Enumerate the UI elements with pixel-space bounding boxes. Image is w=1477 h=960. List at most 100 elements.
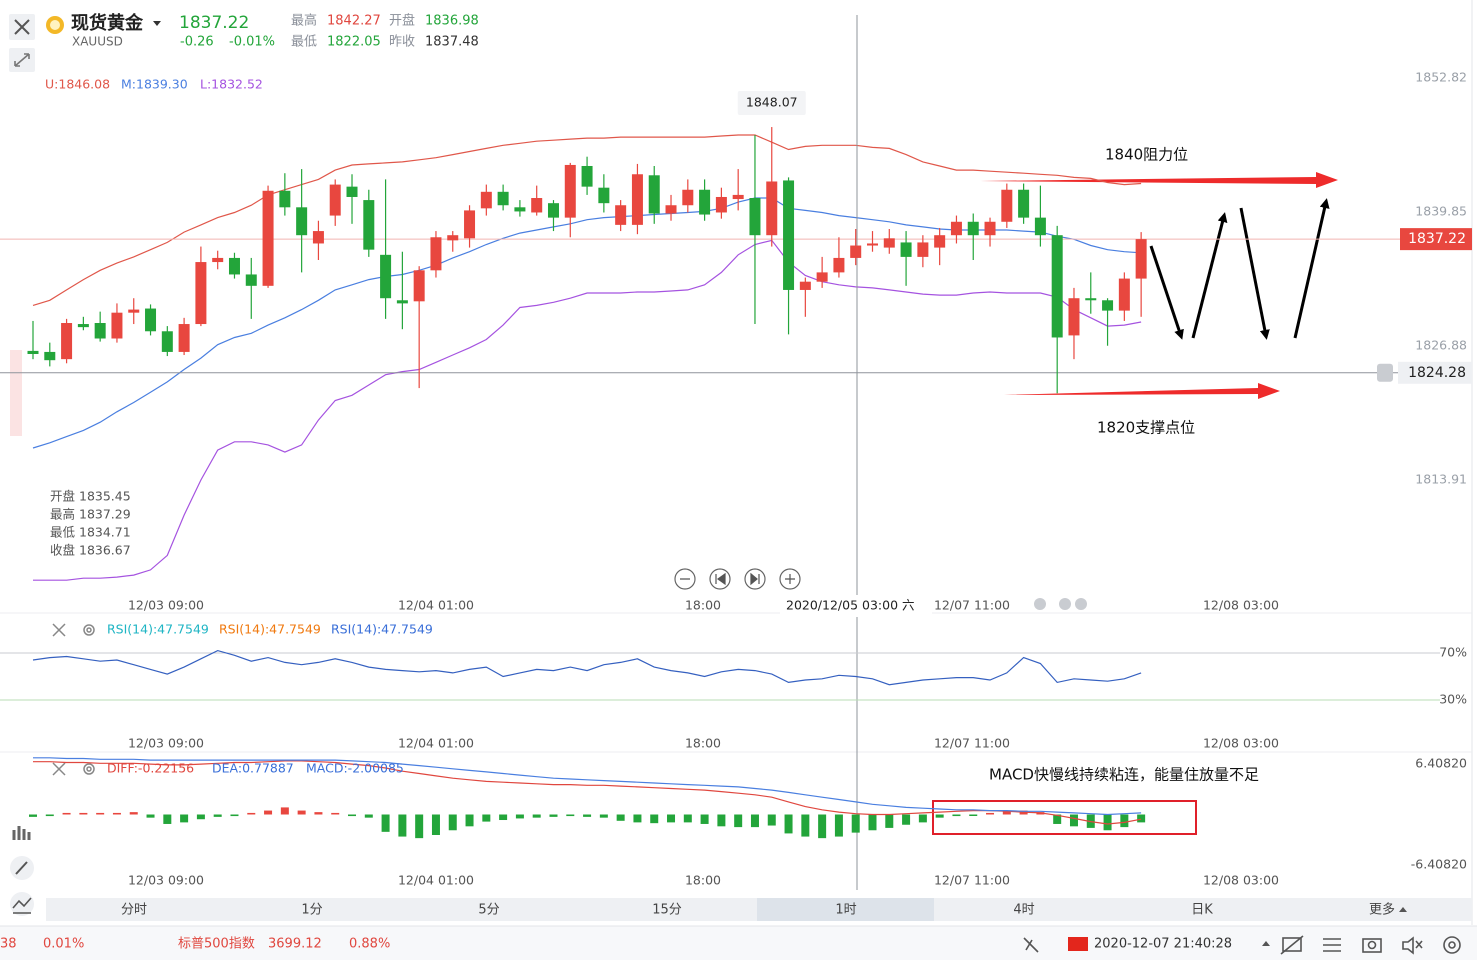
macd-bar — [297, 810, 306, 815]
macd-bar — [1069, 814, 1078, 827]
tab-selected — [757, 898, 934, 921]
candle-body — [950, 221, 962, 236]
candle-body — [480, 191, 492, 209]
panel-icons[interactable] — [52, 623, 95, 776]
candle-body — [934, 235, 946, 248]
diff-line — [33, 760, 1142, 825]
tab[interactable]: 15分 — [652, 903, 682, 918]
macd-label: DEA:0.77887 — [212, 761, 294, 776]
macd-bar — [280, 807, 289, 815]
macd-bar — [734, 814, 743, 828]
macd-bar — [583, 814, 592, 817]
candle-body — [413, 270, 425, 302]
candle-body — [128, 309, 140, 313]
candle-body — [783, 180, 795, 290]
status-icons[interactable] — [1023, 935, 1461, 955]
candle-body — [61, 323, 73, 360]
playback-controls[interactable] — [674, 568, 801, 590]
macd-bar — [935, 814, 944, 818]
collapse-button[interactable] — [9, 48, 35, 72]
macd-tick-label: 6.40820 — [1415, 755, 1467, 770]
x-tick-label: 12/04 01:00 — [398, 736, 474, 751]
info-value: 1835.45 — [79, 489, 131, 504]
boll-label: U:1846.08 — [45, 77, 110, 92]
candle-body — [715, 196, 727, 213]
candle-body — [749, 198, 761, 236]
coin-icon — [46, 16, 64, 34]
value: 1836.98 — [425, 14, 479, 29]
candle-body — [363, 200, 375, 250]
change: -0.26 — [180, 35, 214, 50]
sidebar-tools[interactable] — [10, 826, 34, 916]
clock-arrow[interactable] — [1262, 941, 1270, 946]
boll-label: M:1839.30 — [121, 77, 188, 92]
index-value: 3699.12 — [268, 937, 322, 952]
macd-bar — [314, 812, 323, 815]
rsi-label: RSI(14):47.7549 — [331, 622, 433, 637]
macd-bar — [515, 814, 524, 819]
macd-tick-label: -6.40820 — [1411, 857, 1467, 872]
close-button[interactable] — [9, 14, 35, 40]
candle-body — [195, 262, 207, 325]
macd-bar — [767, 814, 776, 826]
macd-bar — [952, 814, 961, 817]
macd-bar — [851, 814, 860, 833]
macd-bar — [918, 814, 927, 823]
index-pct: 0.88% — [349, 937, 390, 952]
macd-bar — [700, 814, 709, 824]
macd-bar — [180, 814, 189, 823]
info-label: 最高 — [50, 507, 75, 522]
price: 1837.22 — [179, 13, 249, 33]
candle-body — [699, 189, 711, 215]
candle-body — [245, 274, 257, 286]
y-tick-label: 1813.91 — [1415, 471, 1467, 486]
support-arrow — [1004, 383, 1280, 399]
macd-bar — [566, 814, 575, 817]
macd-bar — [801, 814, 810, 837]
label: 最高 — [291, 13, 317, 29]
candle-body — [1068, 298, 1080, 336]
x-tick-label: 12/07 11:00 — [934, 736, 1010, 751]
candle-body — [833, 257, 845, 273]
candle-body — [380, 254, 392, 299]
candle-body — [178, 324, 190, 352]
macd-bar — [969, 814, 978, 817]
candle-body — [312, 231, 324, 244]
tab[interactable]: 4时 — [1013, 903, 1034, 918]
last-price-label: 1837.22 — [1408, 231, 1466, 247]
status-text: 0.01% — [43, 937, 84, 952]
info-label: 最低 — [50, 525, 76, 540]
candle-body — [145, 308, 157, 332]
macd-bar — [264, 810, 273, 815]
tab[interactable]: 分时 — [121, 903, 147, 918]
rsi-label: RSI(14):47.7549 — [107, 622, 209, 637]
macd-bar — [112, 812, 121, 815]
x-tick-label: 12/03 09:00 — [128, 598, 204, 613]
flag-icon — [1068, 937, 1088, 951]
x-tick-label: 12/08 03:00 — [1203, 736, 1279, 751]
candle-body — [94, 323, 106, 339]
candle-body — [967, 221, 979, 236]
boll-label: L:1832.52 — [200, 77, 263, 92]
candle-body — [766, 181, 778, 236]
tab[interactable]: 5分 — [478, 903, 499, 918]
dropdown-arrow[interactable] — [153, 21, 161, 26]
tab[interactable]: 1时 — [835, 903, 856, 918]
candle-body — [497, 191, 509, 206]
y-tick-label: 1826.88 — [1415, 337, 1467, 352]
tab[interactable]: 1分 — [301, 903, 322, 918]
candle-body — [329, 184, 341, 216]
macd-bar — [667, 814, 676, 823]
candle-body — [262, 190, 274, 286]
tab[interactable]: 更多 — [1369, 902, 1395, 918]
rsi-tick-label: 70% — [1439, 644, 1467, 659]
macd-bar — [683, 814, 692, 823]
candle-body — [447, 235, 459, 241]
macd-bar — [885, 814, 894, 828]
candle-body — [900, 242, 912, 257]
tab[interactable]: 日K — [1191, 903, 1213, 918]
crosshair-price-box — [1398, 361, 1472, 384]
macd-annotation: MACD快慢线持续粘连，能量住放量不足 — [989, 766, 1259, 784]
info-value: 1837.29 — [79, 507, 131, 522]
